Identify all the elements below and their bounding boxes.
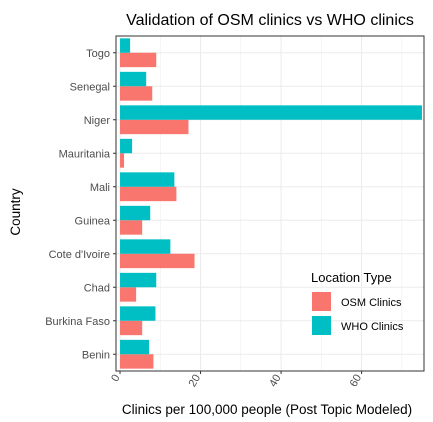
bar-who-clinics-mali <box>120 172 175 187</box>
bars <box>120 38 422 369</box>
bar-osm-clinics-guinea <box>120 220 143 235</box>
y-tick-label: Togo <box>86 48 110 60</box>
y-tick-label: Niger <box>84 115 111 127</box>
x-tick-label: 20 <box>187 373 204 390</box>
y-tick-label: Cote d'Ivoire <box>49 249 110 261</box>
bar-osm-clinics-niger <box>120 119 189 135</box>
legend-swatch <box>312 292 331 311</box>
chart-title: Validation of OSM clinics vs WHO clinics <box>126 12 414 29</box>
bar-osm-clinics-togo <box>120 52 157 68</box>
bar-who-clinics-niger <box>120 105 422 120</box>
bar-who-clinics-togo <box>120 38 131 53</box>
y-tick-label: Mauritania <box>59 148 111 160</box>
y-tick-label: Benin <box>82 349 110 361</box>
bar-who-clinics-burkina-faso <box>120 306 156 321</box>
bar-osm-clinics-burkina-faso <box>120 320 143 336</box>
y-tick-label: Senegal <box>70 81 110 93</box>
x-tick-label: 0 <box>109 373 122 384</box>
legend-label: OSM Clinics <box>341 297 402 309</box>
bar-osm-clinics-chad <box>120 287 137 302</box>
legend-label: WHO Clinics <box>341 321 404 333</box>
x-tick-label: 60 <box>348 373 365 390</box>
bar-osm-clinics-senegal <box>120 86 153 101</box>
bar-who-clinics-benin <box>120 339 150 355</box>
bar-who-clinics-guinea <box>120 205 151 221</box>
y-axis-label: Country <box>8 188 23 236</box>
y-tick-label: Guinea <box>75 215 111 227</box>
legend: Location Type OSM Clinics WHO Clinics <box>311 270 404 335</box>
legend-swatch <box>312 316 331 335</box>
y-axis-ticks: Togo Senegal Niger Mauritania Mali Guinea Cote… <box>45 48 116 361</box>
plot-panel-border <box>115 35 425 372</box>
bar-osm-clinics-benin <box>120 354 154 369</box>
bar-who-clinics-chad <box>120 272 157 288</box>
y-tick-label: Chad <box>84 282 110 294</box>
legend-title: Location Type <box>311 270 392 285</box>
x-tick-label: 40 <box>267 373 284 390</box>
bar-who-clinics-senegal <box>120 71 147 87</box>
bar-osm-clinics-mauritania <box>120 153 125 168</box>
bar-who-clinics-mauritania <box>120 138 133 154</box>
x-axis-label: Clinics per 100,000 people (Post Topic M… <box>122 402 412 417</box>
y-tick-label: Burkina Faso <box>45 316 110 328</box>
bar-osm-clinics-mali <box>120 186 177 202</box>
bar-who-clinics-cote-d-ivoire <box>120 239 171 254</box>
y-tick-label: Mali <box>90 182 110 194</box>
bar-osm-clinics-cote-d-ivoire <box>120 253 195 269</box>
x-axis-ticks: 0 20 40 60 <box>109 371 364 389</box>
